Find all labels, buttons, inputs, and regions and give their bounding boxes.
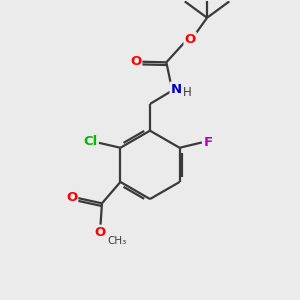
Text: H: H [183, 86, 192, 99]
Text: Cl: Cl [84, 135, 98, 148]
Text: N: N [171, 82, 182, 96]
Text: O: O [95, 226, 106, 239]
Text: CH₃: CH₃ [107, 236, 127, 245]
Text: F: F [204, 136, 213, 149]
Text: O: O [184, 33, 196, 46]
Text: O: O [66, 191, 77, 204]
Text: O: O [130, 55, 141, 68]
